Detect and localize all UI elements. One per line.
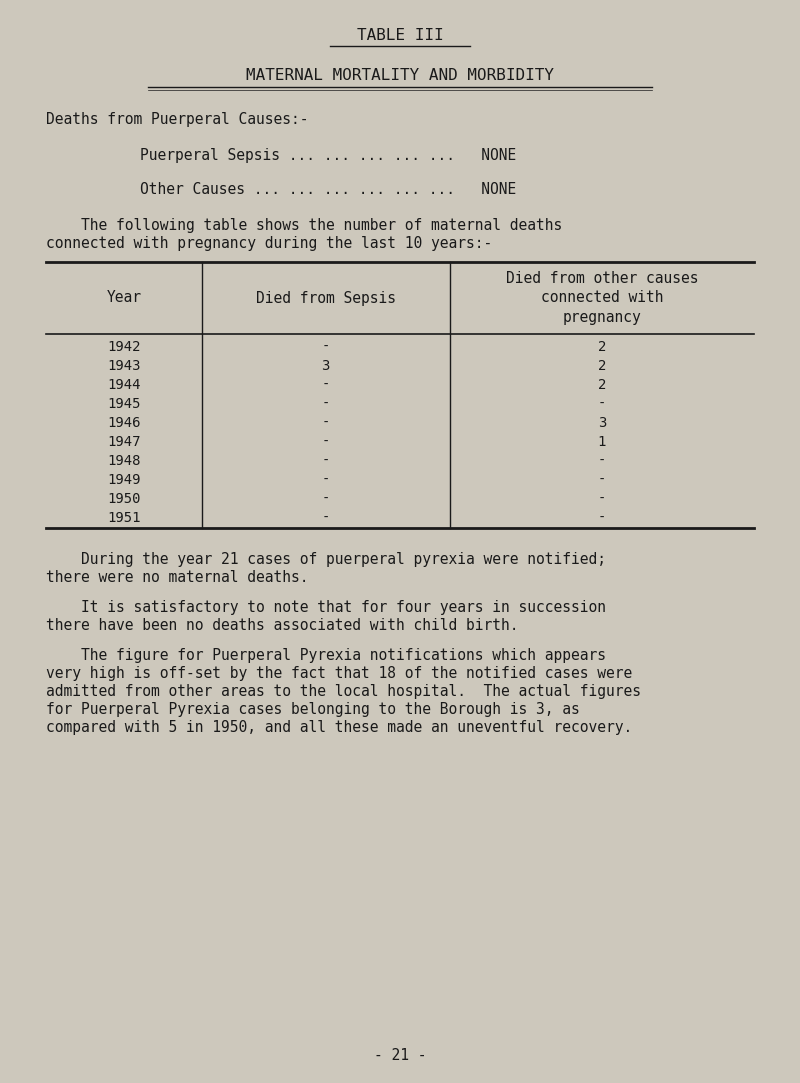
Text: -: - <box>598 454 606 468</box>
Text: -: - <box>598 492 606 506</box>
Text: 3: 3 <box>322 358 330 373</box>
Text: connected with pregnancy during the last 10 years:-: connected with pregnancy during the last… <box>46 236 492 251</box>
Text: very high is off-set by the fact that 18 of the notified cases were: very high is off-set by the fact that 18… <box>46 666 632 681</box>
Text: During the year 21 cases of puerperal pyrexia were notified;: During the year 21 cases of puerperal py… <box>46 552 606 567</box>
Text: Other Causes ... ... ... ... ... ...   NONE: Other Causes ... ... ... ... ... ... NON… <box>140 182 516 197</box>
Text: -: - <box>322 454 330 468</box>
Text: -: - <box>598 473 606 487</box>
Text: for Puerperal Pyrexia cases belonging to the Borough is 3, as: for Puerperal Pyrexia cases belonging to… <box>46 702 580 717</box>
Text: -: - <box>598 397 606 412</box>
Text: -: - <box>322 340 330 354</box>
Text: It is satisfactory to note that for four years in succession: It is satisfactory to note that for four… <box>46 600 606 615</box>
Text: 2: 2 <box>598 358 606 373</box>
Text: 1943: 1943 <box>107 358 141 373</box>
Text: 3: 3 <box>598 416 606 430</box>
Text: -: - <box>598 511 606 525</box>
Text: 1947: 1947 <box>107 435 141 449</box>
Text: 1949: 1949 <box>107 473 141 487</box>
Text: there have been no deaths associated with child birth.: there have been no deaths associated wit… <box>46 618 518 632</box>
Text: admitted from other areas to the local hospital.  The actual figures: admitted from other areas to the local h… <box>46 684 641 699</box>
Text: The following table shows the number of maternal deaths: The following table shows the number of … <box>46 218 562 233</box>
Text: 1945: 1945 <box>107 397 141 412</box>
Text: compared with 5 in 1950, and all these made an uneventful recovery.: compared with 5 in 1950, and all these m… <box>46 720 632 735</box>
Text: 2: 2 <box>598 378 606 392</box>
Text: Year: Year <box>106 290 142 305</box>
Text: -: - <box>322 416 330 430</box>
Text: -: - <box>322 511 330 525</box>
Text: -: - <box>322 378 330 392</box>
Text: -: - <box>322 397 330 412</box>
Text: Died from other causes
connected with
pregnancy: Died from other causes connected with pr… <box>506 271 698 325</box>
Text: -: - <box>322 473 330 487</box>
Text: there were no maternal deaths.: there were no maternal deaths. <box>46 570 309 585</box>
Text: - 21 -: - 21 - <box>374 1048 426 1064</box>
Text: 1942: 1942 <box>107 340 141 354</box>
Text: 2: 2 <box>598 340 606 354</box>
Text: 1944: 1944 <box>107 378 141 392</box>
Text: TABLE III: TABLE III <box>357 28 443 43</box>
Text: -: - <box>322 435 330 449</box>
Text: 1951: 1951 <box>107 511 141 525</box>
Text: Deaths from Puerperal Causes:-: Deaths from Puerperal Causes:- <box>46 112 309 127</box>
Text: 1948: 1948 <box>107 454 141 468</box>
Text: 1: 1 <box>598 435 606 449</box>
Text: 1950: 1950 <box>107 492 141 506</box>
Text: 1946: 1946 <box>107 416 141 430</box>
Text: The figure for Puerperal Pyrexia notifications which appears: The figure for Puerperal Pyrexia notific… <box>46 648 606 663</box>
Text: Died from Sepsis: Died from Sepsis <box>256 290 396 305</box>
Text: MATERNAL MORTALITY AND MORBIDITY: MATERNAL MORTALITY AND MORBIDITY <box>246 68 554 83</box>
Text: Puerperal Sepsis ... ... ... ... ...   NONE: Puerperal Sepsis ... ... ... ... ... NON… <box>140 148 516 164</box>
Text: -: - <box>322 492 330 506</box>
